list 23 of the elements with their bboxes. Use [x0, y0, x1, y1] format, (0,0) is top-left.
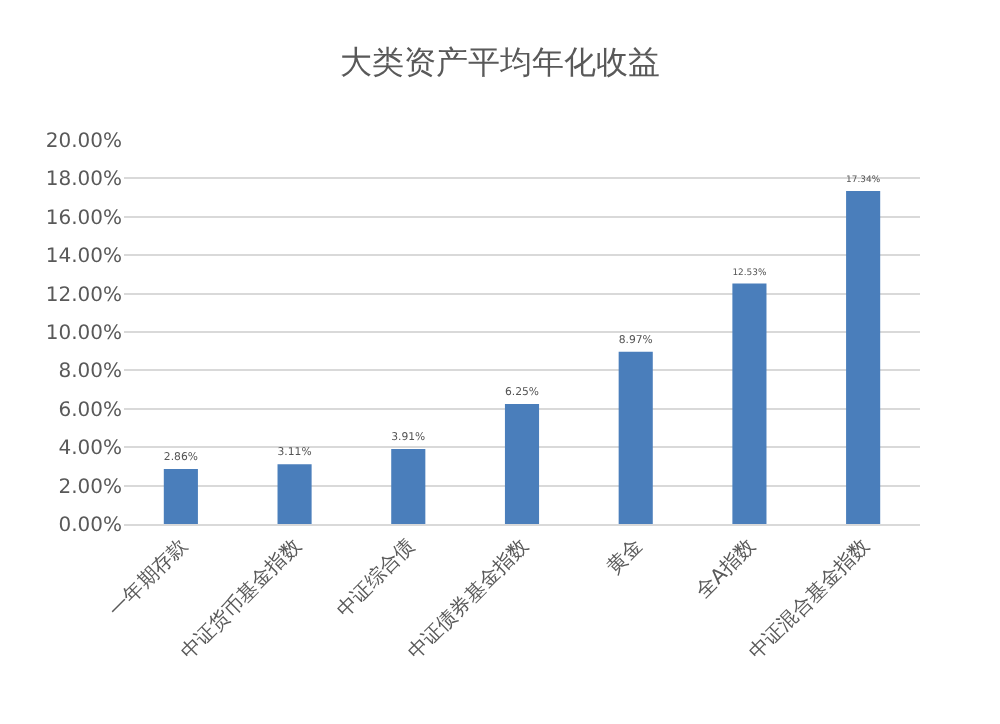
bar — [618, 351, 653, 524]
y-tick-label: 18.00% — [45, 169, 122, 192]
y-tick-label: 10.00% — [45, 323, 122, 345]
bar — [504, 404, 540, 524]
y-tick-label: 16.00% — [45, 207, 122, 230]
x-tick-label: 中证综合债 — [331, 534, 420, 623]
x-tick-label: 一年期存款 — [104, 534, 193, 623]
bar — [391, 448, 426, 524]
bar — [277, 464, 312, 524]
y-tick-label: 14.00% — [45, 246, 122, 269]
y-tick-label: 6.00% — [58, 399, 122, 422]
chart-title: 大类资产平均年化收益 — [340, 43, 660, 82]
x-tick-label: 全A指数 — [691, 534, 761, 604]
y-tick-label: 2.00% — [58, 476, 122, 499]
bar — [732, 283, 767, 524]
bar — [163, 469, 198, 524]
y-tick-label: 0.00% — [58, 515, 122, 537]
y-tick-label: 20.00% — [45, 131, 122, 153]
bar — [846, 191, 881, 524]
x-tick-label: 黄金 — [601, 534, 648, 580]
y-tick-label: 12.00% — [45, 284, 122, 307]
y-tick-label: 4.00% — [58, 438, 122, 461]
y-tick-label: 8.00% — [58, 361, 122, 384]
